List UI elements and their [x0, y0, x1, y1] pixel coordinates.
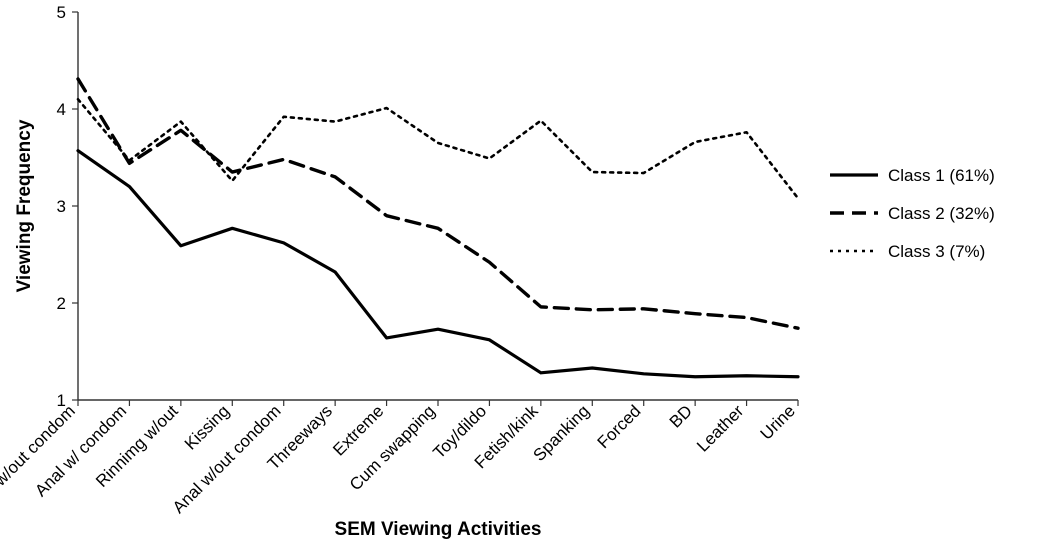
y-axis-label: Viewing Frequency [14, 119, 35, 292]
y-tick-label: 2 [57, 294, 66, 313]
x-axis-label: SEM Viewing Activities [335, 519, 542, 540]
y-tick-label: 3 [57, 197, 66, 216]
legend-label: Class 1 (61%) [888, 166, 995, 185]
line-chart: 12345Viewing FrequencyOral w/out condomA… [0, 0, 1050, 545]
legend-label: Class 2 (32%) [888, 204, 995, 223]
y-tick-label: 5 [57, 3, 66, 22]
y-tick-label: 4 [57, 100, 66, 119]
legend-label: Class 3 (7%) [888, 242, 985, 261]
